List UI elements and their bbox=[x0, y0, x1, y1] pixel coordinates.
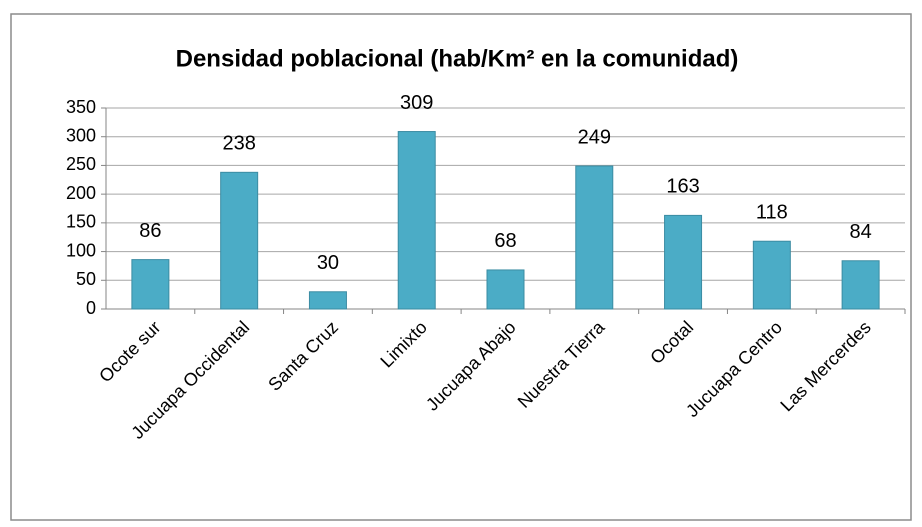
value-label: 118 bbox=[756, 202, 788, 224]
value-label: 30 bbox=[317, 252, 339, 274]
y-tick-label: 250 bbox=[66, 154, 96, 174]
bar bbox=[220, 171, 259, 310]
bar bbox=[397, 131, 436, 310]
y-tick-label: 350 bbox=[66, 97, 96, 117]
value-label: 86 bbox=[139, 220, 161, 242]
value-label: 68 bbox=[494, 230, 516, 252]
y-tick-label: 100 bbox=[66, 240, 96, 260]
value-label: 163 bbox=[666, 176, 699, 198]
y-tick-label: 300 bbox=[66, 125, 96, 145]
bar bbox=[575, 165, 614, 310]
value-label: 249 bbox=[578, 126, 611, 148]
bar bbox=[486, 269, 525, 310]
bar bbox=[131, 259, 170, 310]
bar bbox=[752, 240, 791, 310]
value-label: 84 bbox=[849, 221, 871, 243]
chart-title: Densidad poblacional (hab/Km² en la comu… bbox=[176, 45, 739, 72]
y-tick-label: 200 bbox=[66, 183, 96, 203]
value-label: 309 bbox=[400, 92, 433, 114]
bar bbox=[664, 214, 703, 310]
y-tick-label: 50 bbox=[76, 269, 96, 289]
y-tick-label: 0 bbox=[86, 298, 96, 318]
bar bbox=[308, 291, 347, 310]
y-tick-label: 150 bbox=[66, 212, 96, 232]
bar bbox=[841, 260, 880, 310]
value-label: 238 bbox=[222, 133, 255, 155]
